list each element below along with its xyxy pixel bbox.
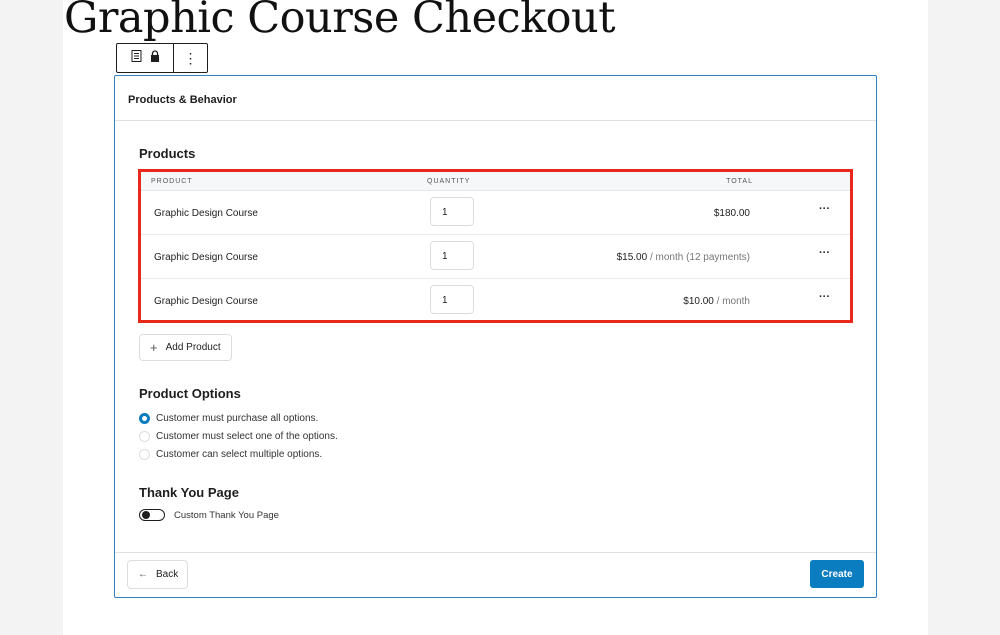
table-row: Graphic Design Course 1 $10.00 / month ·…	[141, 279, 850, 323]
more-options-button[interactable]: ⋮	[183, 50, 198, 66]
column-quantity: QUANTITY	[427, 178, 471, 185]
price-suffix: / month	[713, 296, 750, 307]
block-toolbar: ⋮	[116, 43, 208, 73]
row-more-button[interactable]: ···	[819, 291, 830, 303]
quantity-input[interactable]: 1	[430, 197, 474, 226]
radio[interactable]	[139, 431, 150, 442]
option-purchase-all[interactable]: Customer must purchase all options.	[139, 413, 318, 424]
product-name: Graphic Design Course	[154, 252, 258, 263]
lock-icon[interactable]	[150, 49, 160, 67]
toggle-label: Custom Thank You Page	[174, 509, 279, 521]
option-select-multiple[interactable]: Customer can select multiple options.	[139, 449, 322, 460]
product-total: $10.00 / month	[683, 296, 750, 307]
radio[interactable]	[139, 449, 150, 460]
plus-icon: +	[150, 340, 158, 355]
price-suffix: / month (12 payments)	[647, 252, 750, 263]
option-select-one[interactable]: Customer must select one of the options.	[139, 431, 338, 442]
product-options-heading: Product Options	[139, 386, 241, 401]
row-more-button[interactable]: ···	[819, 203, 830, 215]
products-heading: Products	[139, 146, 196, 161]
arrow-left-icon: ←	[138, 569, 148, 580]
price: $180.00	[713, 208, 750, 219]
products-table: PRODUCT QUANTITY TOTAL Graphic Design Co…	[138, 169, 853, 323]
add-product-button[interactable]: + Add Product	[139, 334, 232, 361]
add-product-label: Add Product	[165, 342, 221, 353]
product-name: Graphic Design Course	[154, 296, 258, 307]
quantity-input[interactable]: 1	[430, 285, 474, 314]
table-row: Graphic Design Course 1 $180.00 ···	[141, 191, 850, 235]
back-button[interactable]: ← Back	[127, 560, 188, 589]
option-label: Customer can select multiple options.	[156, 449, 323, 460]
radio-checked[interactable]	[139, 413, 150, 424]
row-more-button[interactable]: ···	[819, 247, 830, 259]
option-label: Customer must purchase all options.	[156, 413, 319, 424]
column-total: TOTAL	[726, 178, 753, 185]
custom-thank-you-toggle[interactable]	[139, 509, 165, 521]
page-title[interactable]: Graphic Course Checkout	[64, 0, 616, 43]
price: $15.00	[616, 252, 648, 263]
table-row: Graphic Design Course 1 $15.00 / month (…	[141, 235, 850, 279]
products-behavior-card: Products & Behavior Products PRODUCT QUA…	[114, 75, 877, 598]
custom-thank-you-toggle-row: Custom Thank You Page	[139, 509, 279, 521]
product-name: Graphic Design Course	[154, 208, 258, 219]
create-button[interactable]: Create	[810, 560, 864, 588]
footer-divider	[115, 552, 876, 553]
table-header: PRODUCT QUANTITY TOTAL	[141, 172, 850, 191]
product-total: $180.00	[714, 208, 750, 219]
price: $10.00	[683, 296, 714, 307]
form-icon[interactable]	[131, 49, 142, 67]
product-total: $15.00 / month (12 payments)	[617, 252, 750, 263]
column-product: PRODUCT	[151, 178, 193, 185]
thank-you-heading: Thank You Page	[139, 485, 239, 500]
back-label: Back	[156, 569, 179, 580]
card-header: Products & Behavior	[115, 76, 876, 121]
option-label: Customer must select one of the options.	[156, 431, 338, 442]
quantity-input[interactable]: 1	[430, 241, 474, 270]
